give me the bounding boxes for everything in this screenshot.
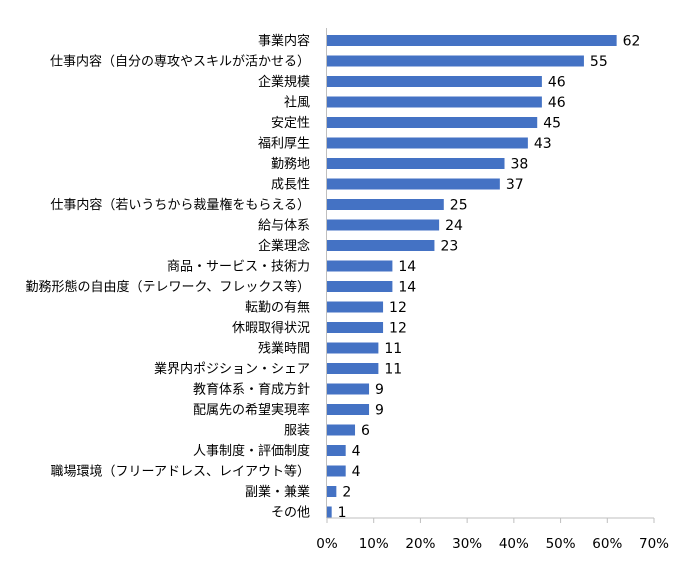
bar — [327, 301, 384, 313]
category-label: 人事制度・評価制度 — [193, 443, 310, 459]
data-label: 43 — [534, 136, 552, 152]
category-label: 教育体系・育成方針 — [193, 382, 310, 398]
bar — [327, 465, 346, 477]
x-tick-label: 30% — [452, 536, 482, 552]
category-label: 社風 — [284, 95, 310, 111]
data-label: 45 — [543, 116, 561, 132]
x-tick-label: 10% — [359, 536, 389, 552]
category-label: 成長性 — [271, 178, 310, 193]
category-label: 仕事内容（自分の専攻やスキルが活かせる） — [50, 54, 310, 70]
bar — [327, 342, 379, 354]
category-label: 副業・兼業 — [245, 484, 310, 500]
category-label: 職場環境（フリーアドレス、レイアウト等） — [51, 464, 310, 480]
category-label: 給与体系 — [258, 219, 310, 234]
bar — [327, 117, 538, 128]
data-label: 25 — [450, 198, 468, 214]
bar — [327, 281, 393, 292]
x-tick-label: 40% — [499, 536, 529, 552]
bar — [327, 383, 370, 395]
category-label: 事業内容 — [258, 33, 310, 49]
x-tick-label: 50% — [546, 536, 576, 552]
category-label: 転勤の有無 — [245, 301, 310, 316]
category-label: 配属先の希望実現率 — [193, 402, 310, 418]
category-label: 安定性 — [271, 116, 310, 131]
data-label: 24 — [445, 218, 463, 234]
category-label: 企業理念 — [258, 238, 310, 254]
bar — [327, 506, 332, 518]
data-label: 1 — [338, 505, 347, 521]
bar — [327, 76, 542, 87]
bar — [327, 178, 500, 190]
category-label: 服装 — [284, 424, 310, 439]
data-label: 6 — [361, 423, 370, 439]
category-label: 企業規模 — [258, 74, 310, 90]
data-label: 9 — [375, 403, 384, 419]
category-label: 福利厚生 — [258, 137, 310, 152]
category-label: その他 — [271, 506, 310, 521]
x-tick-label: 0% — [316, 536, 338, 552]
data-label: 4 — [352, 444, 361, 460]
category-label: 勤務形態の自由度（テレワーク、フレックス等） — [26, 279, 310, 295]
data-label: 4 — [352, 464, 361, 480]
category-label: 勤務地 — [271, 157, 310, 172]
data-label: 9 — [375, 382, 384, 398]
category-label: 残業時間 — [258, 341, 310, 357]
category-label: 商品・サービス・技術力 — [167, 260, 310, 275]
bar — [327, 260, 393, 272]
x-tick-label: 20% — [405, 536, 435, 552]
category-label: 休暇取得状況 — [232, 320, 310, 336]
bar — [327, 363, 379, 374]
bar — [327, 486, 337, 497]
x-tick-label: 70% — [639, 536, 669, 552]
bar — [327, 404, 370, 415]
bar — [327, 158, 505, 169]
data-label: 62 — [623, 34, 641, 50]
data-label: 14 — [398, 259, 416, 275]
bar — [327, 424, 356, 436]
bar — [327, 35, 617, 46]
data-label: 2 — [342, 485, 351, 501]
x-tick-label: 60% — [592, 536, 622, 552]
data-label: 37 — [506, 177, 524, 193]
bar — [327, 137, 528, 149]
bar — [327, 55, 584, 67]
bar — [327, 96, 542, 108]
data-label: 12 — [389, 300, 407, 316]
bar — [327, 445, 346, 456]
data-label: 55 — [590, 54, 608, 70]
category-label: 仕事内容（若いうちから裁量権をもらえる） — [50, 197, 310, 213]
data-label: 46 — [548, 75, 566, 91]
bar — [327, 219, 440, 231]
data-label: 12 — [389, 321, 407, 337]
bar — [327, 240, 435, 251]
axis-layer: 0% 10% 20% 30% 40% 50% 60% 70% — [316, 28, 669, 552]
category-label: 業界内ポジション・シェア — [154, 361, 310, 377]
data-label: 14 — [398, 280, 416, 296]
data-label: 11 — [384, 341, 402, 357]
data-label: 23 — [440, 239, 458, 255]
data-label: 38 — [511, 157, 529, 173]
bar — [327, 322, 384, 333]
data-label: 11 — [384, 362, 402, 378]
data-label: 46 — [548, 95, 566, 111]
bar — [327, 199, 444, 210]
